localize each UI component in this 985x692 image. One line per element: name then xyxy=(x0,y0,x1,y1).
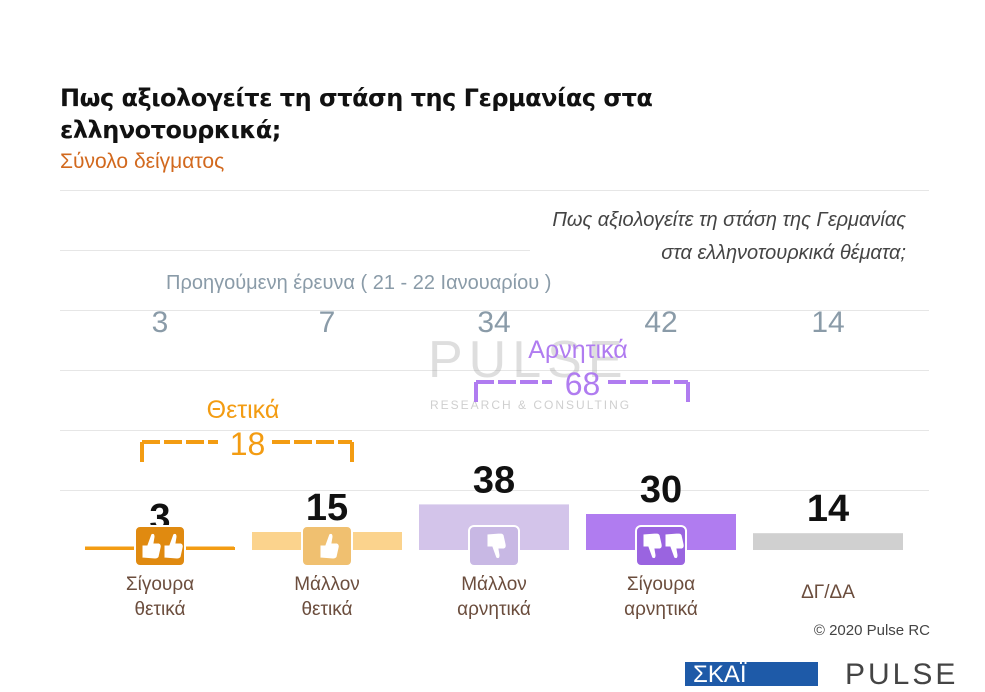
thumb-up-glyph xyxy=(319,532,340,560)
gridline xyxy=(60,430,929,431)
positive-group-value: 18 xyxy=(229,426,266,462)
copyright: © 2020 Pulse RC xyxy=(813,622,930,639)
category-label: Σίγουρα θετικά xyxy=(125,574,195,620)
previous-value: 7 xyxy=(318,306,336,339)
bar xyxy=(753,533,903,550)
previous-value: 14 xyxy=(811,306,845,339)
bar-value-label: 14 xyxy=(807,488,849,530)
watermark-subtitle: RESEARCH & CONSULTING xyxy=(430,398,632,412)
thumb-up-icon xyxy=(301,525,353,567)
gridline xyxy=(60,490,929,491)
positive-group-label: Θετικά xyxy=(206,396,280,424)
bars xyxy=(85,504,903,550)
negative-group-label: Αρνητικά xyxy=(528,336,628,364)
negative-bracket xyxy=(474,380,690,402)
category-label: ΔΓ/ΔΑ xyxy=(801,582,855,603)
chart-title: Πως αξιολογείτε τη στάση της Γερμανίας σ… xyxy=(60,84,653,144)
thumb-down-glyph xyxy=(486,532,507,560)
group-brackets xyxy=(140,380,690,462)
pulse-logo: PULSE xyxy=(845,658,959,691)
previous-value: 34 xyxy=(477,306,511,339)
gridline xyxy=(60,190,929,191)
previous-value: 42 xyxy=(644,306,678,339)
category-label: Μάλλον θετικά xyxy=(294,574,360,620)
bar-value-label: 30 xyxy=(640,469,682,511)
category-label: Σίγουρα αρνητικά xyxy=(624,574,698,620)
previous-value: 3 xyxy=(151,306,169,339)
thumb-down-icon xyxy=(468,525,520,567)
question-text: Πως αξιολογείτε τη στάση της Γερμανίας σ… xyxy=(430,204,906,270)
gridline xyxy=(60,250,530,251)
thumb-up-glyph xyxy=(163,532,184,560)
watermark-logo: PULSE xyxy=(428,331,629,389)
thumb-down-glyph xyxy=(642,532,663,560)
double-thumbs-up-icon xyxy=(134,525,186,567)
bar-value-label: 15 xyxy=(306,487,348,529)
thumb-down-glyph xyxy=(664,532,685,560)
question-line-2: στα ελληνοτουρκικά θέματα; xyxy=(661,242,906,264)
chart-subtitle: Σύνολο δείγματος xyxy=(60,150,225,173)
question-line-1: Πως αξιολογείτε τη στάση της Γερμανίας xyxy=(552,209,906,231)
thumb-up-glyph xyxy=(141,532,162,560)
positive-bracket xyxy=(140,440,354,462)
previous-survey-label: Προηγούμενη έρευνα ( 21 - 22 Ιανουαρίου … xyxy=(166,272,552,294)
double-thumbs-down-icon xyxy=(635,525,687,567)
category-label: Μάλλον αρνητικά xyxy=(457,574,531,620)
bar-value-label: 38 xyxy=(473,459,515,501)
broadcaster-logo: ΣΚΑΪ xyxy=(685,662,818,686)
category-icons xyxy=(134,525,687,567)
gridline xyxy=(60,370,929,371)
negative-group-value: 68 xyxy=(564,366,601,402)
gridline xyxy=(60,310,929,311)
